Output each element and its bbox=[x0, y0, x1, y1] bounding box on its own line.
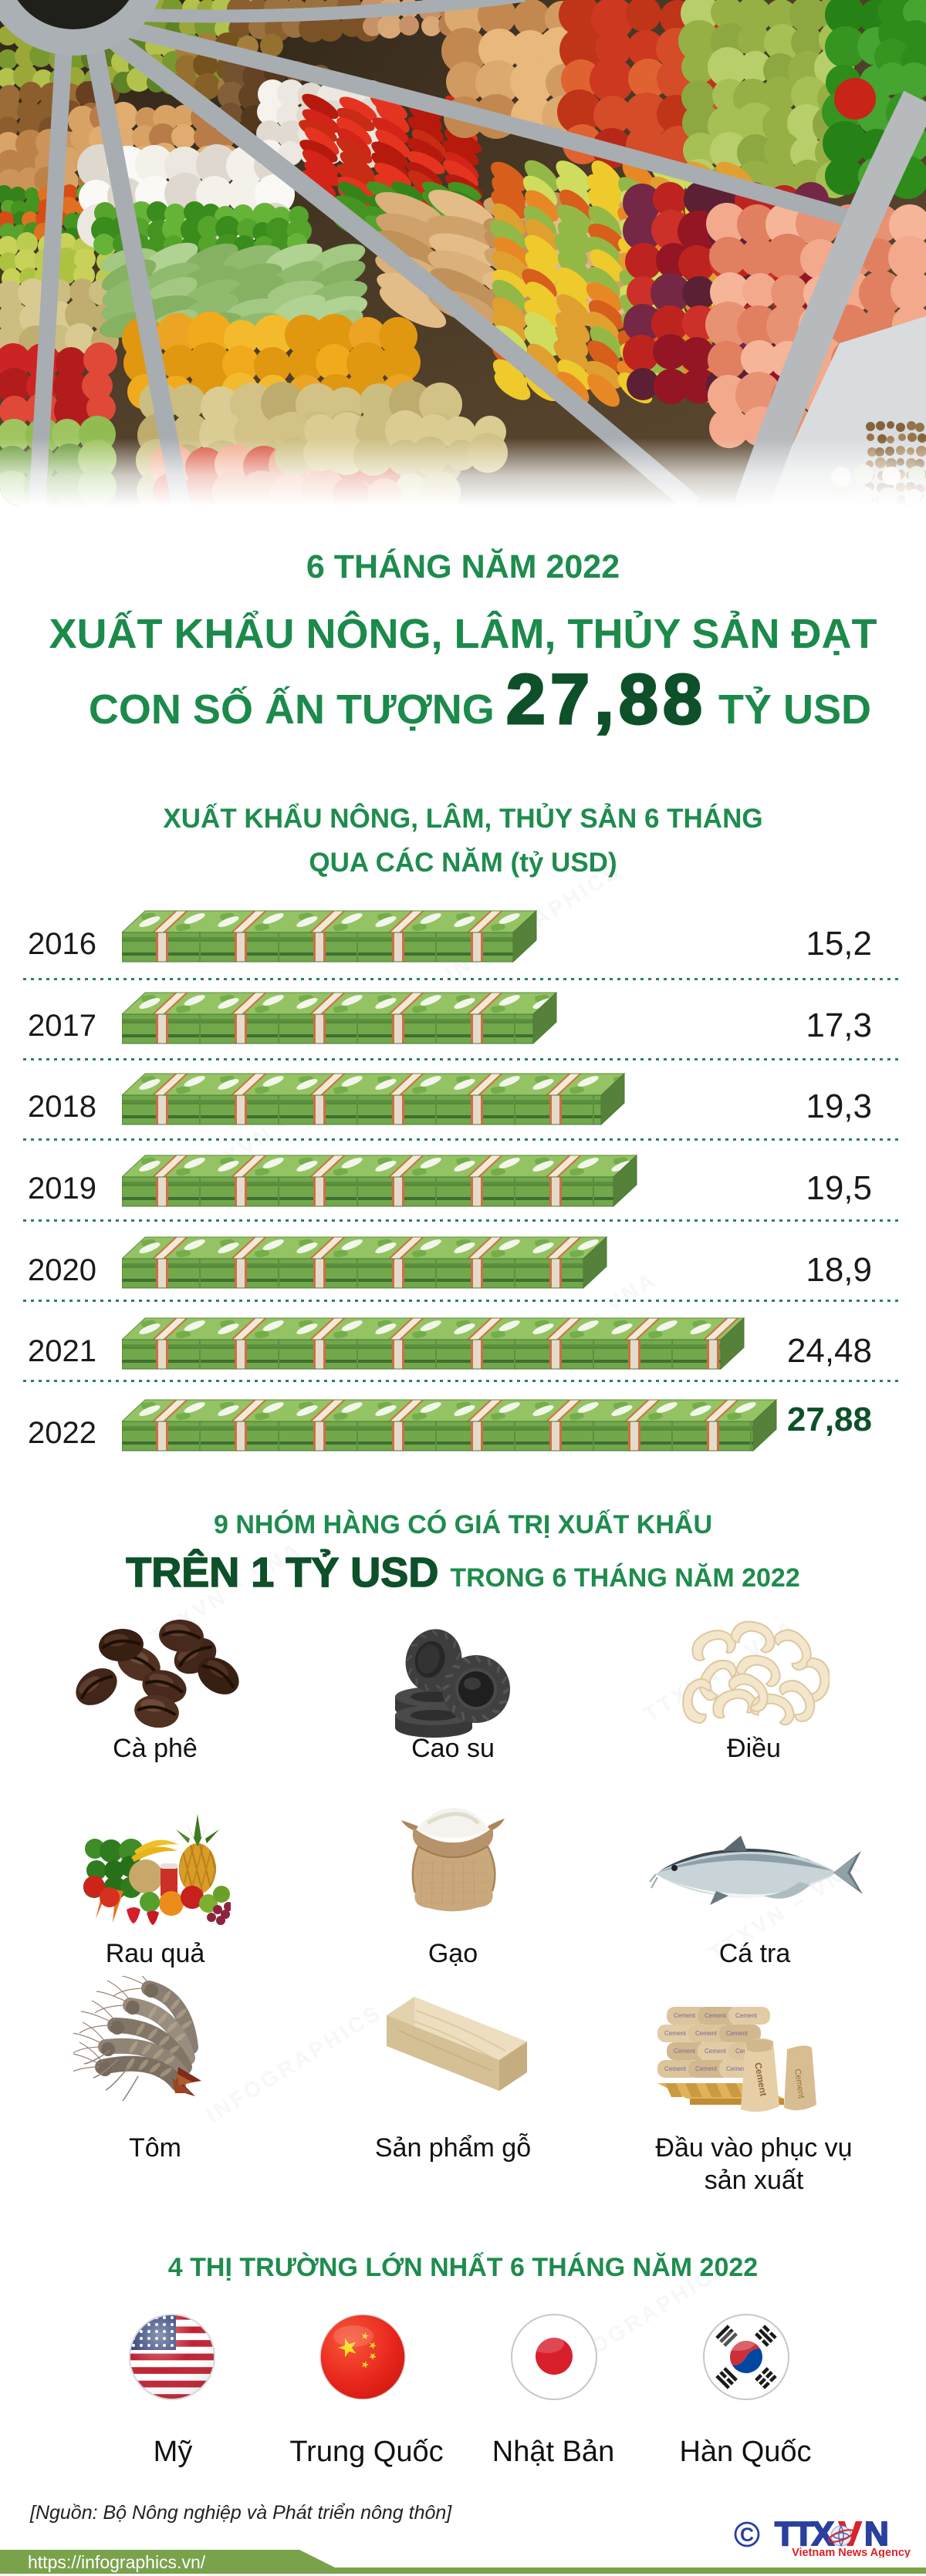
svg-text:Cement: Cement bbox=[793, 2069, 806, 2099]
svg-text:Cement: Cement bbox=[695, 2030, 718, 2037]
svg-text:Vietnam News Agency: Vietnam News Agency bbox=[792, 2547, 911, 2557]
svg-text:Cement: Cement bbox=[664, 2065, 687, 2072]
svg-text:Cement: Cement bbox=[705, 2048, 727, 2055]
svg-text:C: C bbox=[740, 2524, 754, 2546]
svg-text:Cement: Cement bbox=[726, 2030, 749, 2037]
svg-text:https://infographics.vn/: https://infographics.vn/ bbox=[28, 2552, 206, 2572]
svg-text:Cement: Cement bbox=[705, 2012, 727, 2019]
svg-text:Cement: Cement bbox=[695, 2065, 718, 2072]
svg-text:TTX: TTX bbox=[775, 2515, 834, 2553]
svg-text:Cement: Cement bbox=[664, 2030, 687, 2037]
svg-text:Cement: Cement bbox=[735, 2012, 758, 2019]
svg-text:Cement: Cement bbox=[674, 2048, 696, 2055]
svg-text:N: N bbox=[864, 2515, 889, 2553]
svg-text:Cement: Cement bbox=[674, 2012, 696, 2019]
svg-text:Cement: Cement bbox=[726, 2065, 749, 2072]
